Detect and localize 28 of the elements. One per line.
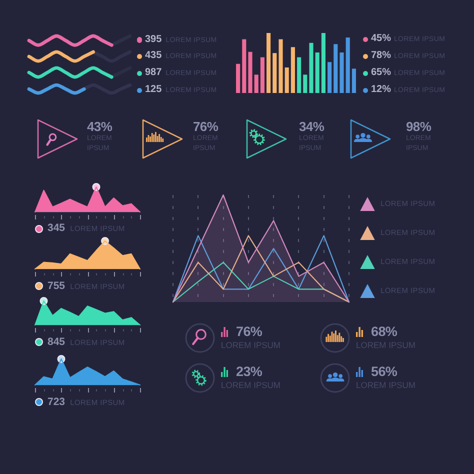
text: 98% <box>406 119 432 134</box>
bar <box>321 33 326 93</box>
text: 56% <box>371 364 398 379</box>
bar <box>290 47 295 93</box>
text: 34% <box>299 119 324 134</box>
bar <box>328 62 332 93</box>
text: 76% <box>236 324 262 339</box>
bar <box>254 74 258 93</box>
bar <box>260 57 264 93</box>
bar <box>352 68 356 93</box>
text: 23% <box>236 364 262 379</box>
bar <box>266 33 271 93</box>
text: 76% <box>193 119 218 134</box>
bar <box>297 57 302 93</box>
bar <box>242 39 246 93</box>
bar <box>315 52 320 93</box>
bar <box>334 44 338 93</box>
text: 43% <box>87 119 112 134</box>
bar <box>272 53 277 93</box>
bar <box>248 52 252 93</box>
bar <box>278 39 283 93</box>
bar <box>236 64 240 93</box>
bar <box>309 42 314 93</box>
bar <box>340 52 344 93</box>
bar <box>284 67 289 93</box>
bar <box>346 37 350 93</box>
text: 68% <box>371 324 398 339</box>
bar <box>303 74 308 93</box>
